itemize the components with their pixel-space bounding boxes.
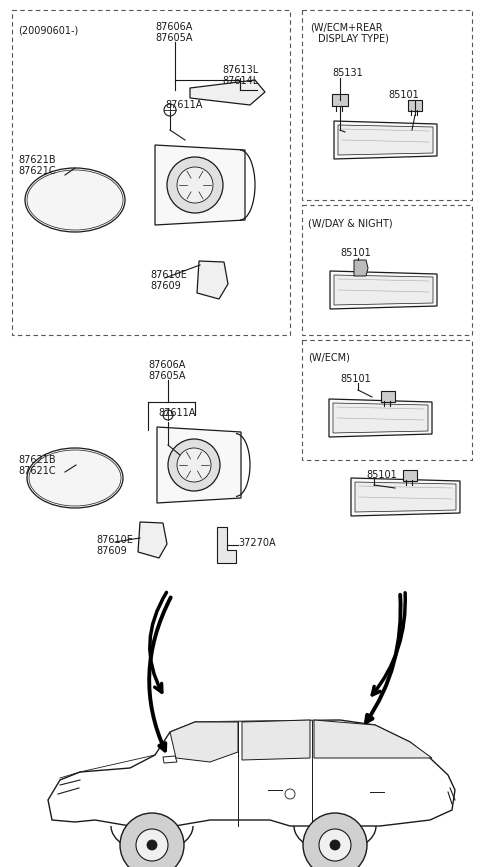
Text: 87606A: 87606A bbox=[155, 22, 192, 32]
Circle shape bbox=[164, 104, 176, 116]
Text: 87613L: 87613L bbox=[222, 65, 258, 75]
Polygon shape bbox=[314, 720, 432, 758]
Circle shape bbox=[319, 829, 351, 861]
Polygon shape bbox=[197, 261, 228, 299]
Circle shape bbox=[168, 439, 220, 491]
Circle shape bbox=[147, 840, 157, 850]
Ellipse shape bbox=[27, 448, 123, 508]
Bar bbox=[12, 10, 290, 335]
Polygon shape bbox=[163, 756, 177, 763]
Bar bbox=[302, 205, 472, 335]
Polygon shape bbox=[329, 399, 432, 437]
Circle shape bbox=[285, 789, 295, 799]
Polygon shape bbox=[157, 427, 241, 503]
Polygon shape bbox=[242, 720, 310, 760]
Text: 87621C: 87621C bbox=[18, 166, 56, 176]
Text: 85101: 85101 bbox=[340, 374, 371, 384]
Text: 87621C: 87621C bbox=[18, 466, 56, 476]
Polygon shape bbox=[330, 271, 437, 309]
Text: 87606A: 87606A bbox=[148, 360, 185, 370]
Text: 85101: 85101 bbox=[366, 470, 397, 480]
Text: (W/ECM): (W/ECM) bbox=[308, 353, 350, 363]
Polygon shape bbox=[351, 478, 460, 516]
Polygon shape bbox=[338, 125, 433, 155]
Polygon shape bbox=[155, 145, 245, 225]
Bar bbox=[403, 470, 417, 481]
Text: 87610E: 87610E bbox=[96, 535, 133, 545]
Text: (W/DAY & NIGHT): (W/DAY & NIGHT) bbox=[308, 218, 393, 228]
Bar bbox=[408, 100, 422, 111]
Polygon shape bbox=[354, 260, 368, 276]
Polygon shape bbox=[334, 275, 433, 305]
Text: (W/ECM+REAR: (W/ECM+REAR bbox=[310, 22, 383, 32]
Polygon shape bbox=[217, 527, 236, 563]
Circle shape bbox=[163, 410, 173, 420]
Text: 87605A: 87605A bbox=[155, 33, 192, 43]
Text: (20090601-): (20090601-) bbox=[18, 25, 78, 35]
Circle shape bbox=[303, 813, 367, 867]
Text: 87605A: 87605A bbox=[148, 371, 185, 381]
Polygon shape bbox=[334, 121, 437, 159]
Text: 85101: 85101 bbox=[388, 90, 419, 100]
Text: 87611A: 87611A bbox=[165, 100, 203, 110]
Text: DISPLAY TYPE): DISPLAY TYPE) bbox=[318, 33, 389, 43]
Ellipse shape bbox=[25, 168, 125, 232]
Text: 85101: 85101 bbox=[340, 248, 371, 258]
Circle shape bbox=[136, 829, 168, 861]
Text: 87611A: 87611A bbox=[158, 408, 195, 418]
Polygon shape bbox=[190, 80, 265, 105]
Bar bbox=[302, 340, 472, 460]
Text: 85131: 85131 bbox=[332, 68, 363, 78]
Circle shape bbox=[120, 813, 184, 867]
Text: 87621B: 87621B bbox=[18, 455, 56, 465]
Polygon shape bbox=[48, 720, 455, 826]
Polygon shape bbox=[333, 403, 428, 433]
Text: 87609: 87609 bbox=[150, 281, 181, 291]
Bar bbox=[302, 10, 472, 200]
Text: 37270A: 37270A bbox=[238, 538, 276, 548]
Text: 87614L: 87614L bbox=[222, 76, 258, 86]
Polygon shape bbox=[355, 482, 456, 512]
Polygon shape bbox=[138, 522, 167, 558]
Circle shape bbox=[177, 167, 213, 203]
Polygon shape bbox=[170, 722, 238, 762]
Text: 87609: 87609 bbox=[96, 546, 127, 556]
Bar bbox=[381, 391, 395, 402]
Circle shape bbox=[167, 157, 223, 213]
Text: 87621B: 87621B bbox=[18, 155, 56, 165]
Text: 87610E: 87610E bbox=[150, 270, 187, 280]
Bar bbox=[332, 94, 348, 106]
Circle shape bbox=[177, 448, 211, 482]
Circle shape bbox=[330, 840, 340, 850]
